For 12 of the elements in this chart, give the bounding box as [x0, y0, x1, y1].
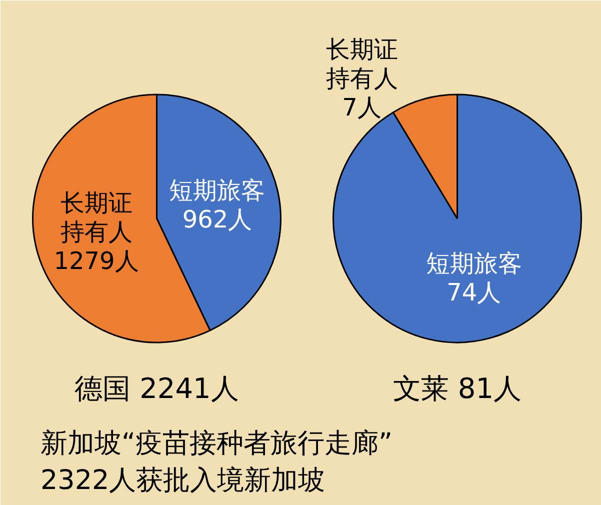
text: 文莱 81人	[392, 372, 522, 405]
slice-label: 长期证持有人	[60, 189, 132, 246]
slice-label: 长期证持有人	[326, 35, 398, 92]
text: 新加坡“疫苗接种者旅行走廊”	[40, 428, 392, 459]
slice-label: 短期旅客	[426, 250, 522, 278]
data-label: 962人	[182, 205, 252, 234]
data-label: 7人	[342, 93, 382, 122]
slice-label: 短期旅客	[169, 176, 266, 204]
text: 德国 2241人	[74, 372, 239, 405]
data-label: 74人	[446, 278, 502, 307]
data-label: 1279人	[54, 247, 139, 276]
text: 2322人获批入境新加坡	[40, 465, 326, 496]
